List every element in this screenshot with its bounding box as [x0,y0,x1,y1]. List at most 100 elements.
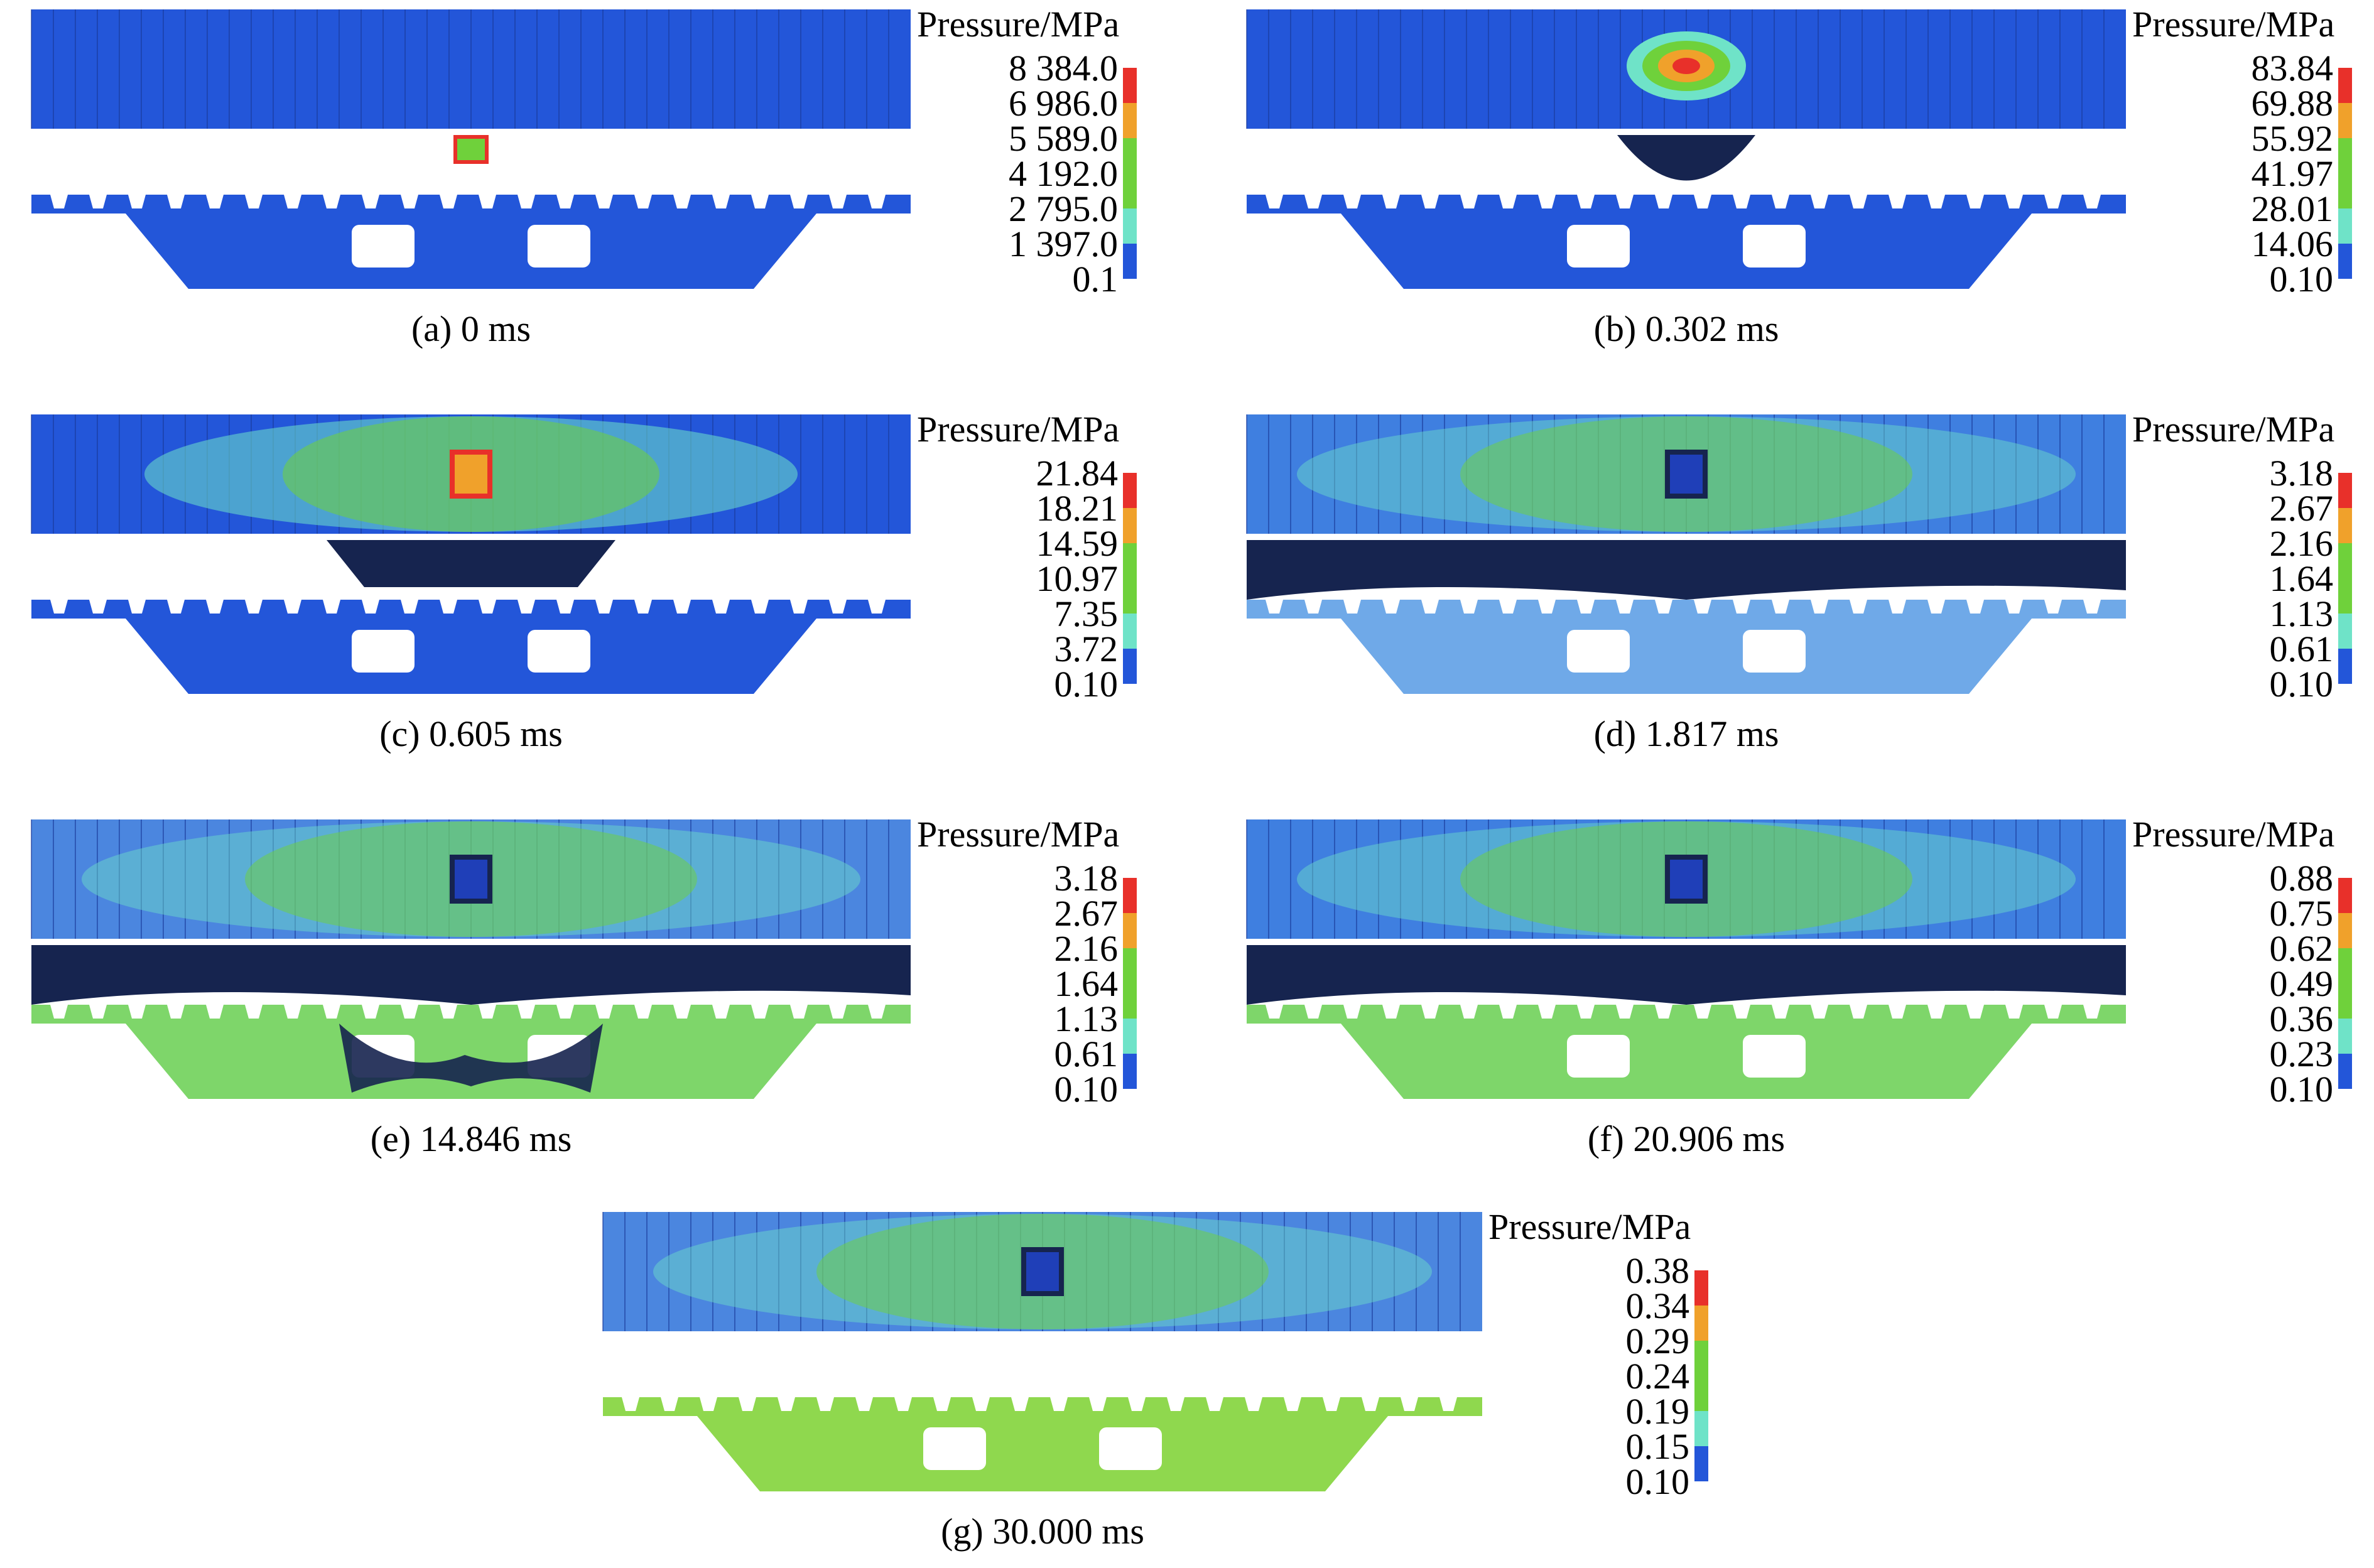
girder-opening [923,1427,986,1470]
panel-e: Pressure/MPa 3.18 2.67 2.16 1.64 1.13 0.61 0.10… [25,816,1143,1168]
panel-c: Pressure/MPa 21.84 18.21 14.59 10.97 7.35 3.72… [25,411,1143,763]
deck-notch [595,1005,613,1019]
deck-notch [1655,1005,1672,1019]
debris-cloud [1247,945,2126,1005]
deck-notch [1694,600,1711,614]
deck-notch [2044,195,2062,208]
deck-notch [700,1397,717,1411]
deck-notch [673,600,691,614]
deck-notch [1811,1005,1828,1019]
deck-notch [1889,600,1906,614]
box-girder [126,619,816,694]
colorbar-segment [2338,138,2352,173]
deck-notch [401,1005,418,1019]
deck-notch [128,195,146,208]
deck-notch [1421,600,1439,614]
colorbar-segment [1694,1306,1708,1341]
colorbar-tick-label: 0.10 [1625,1461,1690,1502]
deck-notch [284,195,301,208]
colorbar [2338,68,2352,279]
colorbar-tick-label: 0.23 [2269,1034,2334,1074]
deck-notch [1655,195,1672,208]
deck-notch [1694,195,1711,208]
deck-notch [1266,1005,1283,1019]
colorbar-tick-label: 0.88 [2269,858,2334,899]
pressure-legend: Pressure/MPa 21.84 18.21 14.59 10.97 7.35 3.72… [917,411,1143,706]
panel-caption: (g) 30.000 ms [941,1511,1144,1552]
deck-notch [518,195,535,208]
deck-notch [323,195,340,208]
legend-title: Pressure/MPa [1488,1206,1691,1247]
deck-notch [2005,600,2023,614]
deck-notch [128,600,146,614]
pressure-legend: Pressure/MPa 8 384.0 6 986.0 5 589.0 4 192.0… [917,6,1143,301]
deck-notch [1616,1005,1634,1019]
panel-caption: (f) 20.906 ms [1587,1118,1786,1159]
deck-notch [1772,1005,1789,1019]
colorbar-segment [2338,614,2352,649]
deck-notch [1343,195,1361,208]
colorbar-segment [1123,173,1137,208]
simulation-contour [602,1212,1482,1491]
deck-notch [1362,1397,1379,1411]
colorbar-segment [1123,68,1137,103]
deck-notch [1927,600,1945,614]
deck-notch [323,1005,340,1019]
pressure-legend: Pressure/MPa 0.88 0.75 0.62 0.49 0.36 0.23 0.10 [2132,816,2358,1111]
deck-notch [1284,1397,1301,1411]
colorbar-tick-label: 0.75 [2269,893,2334,934]
deck-notch [89,1005,107,1019]
colorbar-segment [1123,208,1137,244]
girder-opening [352,630,415,673]
colorbar-tick-label: 0.10 [1054,664,1119,705]
colorbar-tick-label: 0.36 [2269,998,2334,1039]
pressure-legend: Pressure/MPa 83.84 69.88 55.92 41.97 28.01 14.… [2132,6,2358,301]
deck-notch [245,600,263,614]
colorbar-tick-label: 14.59 [1036,523,1119,564]
colorbar-segment [2338,878,2352,913]
deck-notch [1343,1005,1361,1019]
colorbar-segment [1123,244,1137,279]
colorbar-tick-label: 2.16 [2269,523,2334,564]
deck-notch [1460,1005,1478,1019]
deck-notch [1772,195,1789,208]
debris-splash [339,1024,603,1093]
colorbar-segment [1694,1270,1708,1306]
deck-notch [440,600,457,614]
deck-notch [518,600,535,614]
colorbar-tick-label: 55.92 [2251,118,2334,159]
deck-notch [1499,600,1517,614]
legend-title: Pressure/MPa [2132,4,2335,45]
deck-notch [1167,1397,1184,1411]
box-girder [697,1416,1388,1491]
deck-notch [712,1005,730,1019]
colorbar-segment [1123,1019,1137,1054]
deck-notch [401,195,418,208]
deck-notch [712,195,730,208]
colorbar-tick-label: 8 384.0 [1009,48,1118,89]
deck-notch [1966,1005,1984,1019]
colorbar-segment [2338,208,2352,244]
colorbar-tick-label: 0.61 [2269,629,2334,669]
deck-notch [1889,1005,1906,1019]
deck-notch [1772,600,1789,614]
deck-notch [1439,1397,1457,1411]
deck-notch [1966,195,1984,208]
deck-notch [1927,1005,1945,1019]
deck-notch [829,600,847,614]
simulation-contour [1246,819,2126,1099]
deck-notch [1245,1397,1262,1411]
impact-hotspot [1665,450,1708,499]
deck-notch [595,600,613,614]
deck-notch [50,195,68,208]
deck-notch [829,1005,847,1019]
deck-notch [1089,1397,1107,1411]
deck-notch [556,195,574,208]
deck-notch [634,600,652,614]
girder-opening [1567,630,1630,673]
deck-notch [1382,195,1400,208]
girder-opening [352,225,415,268]
legend-title: Pressure/MPa [2132,409,2335,450]
deck-notch [518,1005,535,1019]
colorbar-tick-label: 2.67 [1054,893,1119,934]
